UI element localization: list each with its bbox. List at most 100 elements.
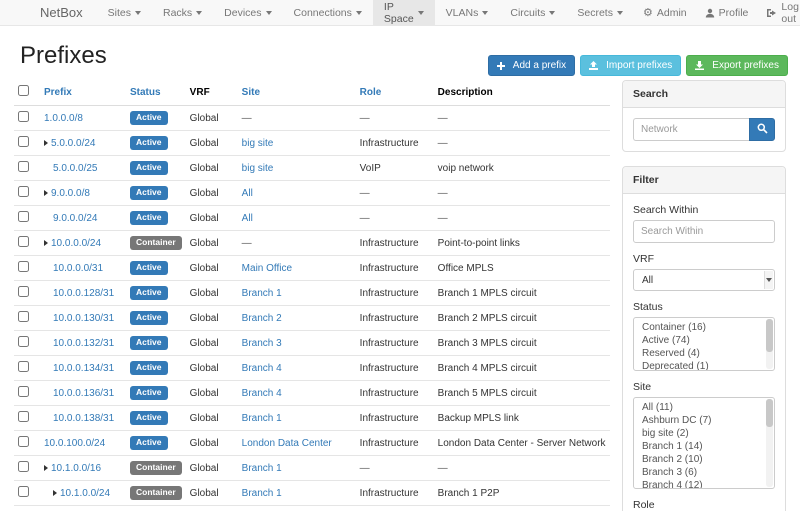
site-link[interactable]: Branch 4	[241, 387, 282, 399]
row-checkbox[interactable]	[18, 161, 29, 172]
search-input[interactable]	[633, 118, 750, 141]
top-navbar: NetBox Sites Racks Devices Connections IP Sp…	[0, 0, 800, 26]
vrf-select[interactable]: All	[633, 269, 775, 291]
table-row: 5.0.0.0/25 Active Global big site VoIP voip n…	[14, 155, 610, 181]
site-link[interactable]: Branch 1	[241, 287, 282, 299]
table-row: 10.0.0.0/24 Container Global — Infrastructur…	[14, 230, 610, 256]
nav-item-circuits[interactable]: Circuits	[499, 0, 566, 25]
search-within-input[interactable]	[633, 220, 775, 243]
list-option[interactable]: Deprecated (1)	[642, 361, 709, 371]
status-listbox[interactable]: Container (16) Active (74) Reserved (4) Dep…	[633, 317, 775, 371]
site-link[interactable]: big site	[241, 162, 274, 174]
nav-item-log-out[interactable]: Log out	[757, 0, 800, 25]
add-prefix-label: Add a prefix	[512, 60, 567, 71]
nav-item-ip-space[interactable]: IP Space	[372, 0, 435, 25]
prefix-link[interactable]: 9.0.0.0/24	[53, 212, 98, 224]
site-link[interactable]: Branch 3	[241, 337, 282, 349]
row-checkbox[interactable]	[18, 486, 29, 497]
role-cell: Infrastructure	[359, 387, 419, 399]
scrollbar[interactable]	[766, 399, 773, 487]
list-option[interactable]: Ashburn DC (7)	[642, 415, 712, 426]
status-badge: Container	[130, 486, 182, 500]
prefix-link[interactable]: 9.0.0.0/8	[51, 187, 90, 199]
row-checkbox[interactable]	[18, 111, 29, 122]
prefix-link[interactable]: 10.0.0.134/31	[53, 362, 115, 374]
prefix-link[interactable]: 10.0.0.128/31	[53, 287, 115, 299]
list-option[interactable]: All (11)	[642, 402, 673, 413]
site-link[interactable]: Main Office	[241, 262, 293, 274]
row-checkbox[interactable]	[18, 411, 29, 422]
nav-item-admin[interactable]: ⚙ Admin	[634, 0, 696, 25]
row-checkbox[interactable]	[18, 236, 29, 247]
site-link[interactable]: Branch 4	[241, 362, 282, 374]
row-checkbox[interactable]	[18, 361, 29, 372]
row-checkbox[interactable]	[18, 436, 29, 447]
site-link[interactable]: big site	[241, 137, 274, 149]
row-checkbox[interactable]	[18, 461, 29, 472]
site-listbox[interactable]: All (11) Ashburn DC (7) big site (2) Branch…	[633, 397, 775, 489]
list-option[interactable]: Active (74)	[642, 335, 690, 346]
prefix-link[interactable]: 1.0.0.0/8	[44, 112, 83, 124]
row-checkbox[interactable]	[18, 336, 29, 347]
site-link[interactable]: All	[241, 187, 253, 199]
prefix-link[interactable]: 5.0.0.0/25	[53, 162, 98, 174]
add-prefix-button[interactable]: Add a prefix	[487, 55, 576, 76]
column-header-status[interactable]: Status	[126, 80, 186, 106]
prefix-link[interactable]: 10.1.0.0/16	[51, 462, 102, 474]
row-checkbox[interactable]	[18, 136, 29, 147]
nav-item-profile[interactable]: Profile	[696, 0, 758, 25]
site-link[interactable]: Branch 1	[241, 412, 282, 424]
column-header-prefix[interactable]: Prefix	[40, 80, 126, 106]
row-checkbox[interactable]	[18, 211, 29, 222]
site-link[interactable]: Branch 1	[241, 462, 282, 474]
site-link[interactable]: Branch 1	[241, 487, 282, 499]
nav-item-racks[interactable]: Racks	[152, 0, 213, 25]
description-cell: Branch 1 MPLS circuit	[437, 287, 537, 299]
site-link[interactable]: London Data Center	[241, 437, 332, 449]
list-option[interactable]: Branch 4 (12)	[642, 480, 703, 489]
nav-item-label: Devices	[224, 6, 262, 19]
nav-item-connections[interactable]: Connections	[283, 0, 373, 25]
prefix-link[interactable]: 10.0.0.0/31	[53, 262, 104, 274]
prefix-link[interactable]: 10.0.0.132/31	[53, 337, 115, 349]
vrf-cell: Global	[185, 305, 238, 331]
empty-value: —	[359, 112, 370, 124]
select-all-checkbox[interactable]	[18, 85, 29, 96]
list-option[interactable]: Branch 1 (14)	[642, 441, 703, 452]
prefix-link[interactable]: 10.1.0.0/24	[60, 487, 111, 499]
column-header-role[interactable]: Role	[355, 80, 434, 106]
prefix-link[interactable]: 5.0.0.0/24	[51, 137, 96, 149]
list-option[interactable]: Container (16)	[642, 322, 706, 333]
prefix-link[interactable]: 10.0.0.130/31	[53, 312, 115, 324]
chevron-down-icon	[265, 10, 272, 15]
status-badge: Active	[130, 161, 168, 175]
site-link[interactable]: Branch 2	[241, 312, 282, 324]
prefix-link[interactable]: 10.0.0.0/24	[51, 237, 102, 249]
status-badge: Active	[130, 111, 168, 125]
app-brand[interactable]: NetBox	[40, 5, 83, 20]
column-header-site[interactable]: Site	[237, 80, 356, 106]
prefix-link[interactable]: 10.0.0.138/31	[53, 412, 115, 424]
row-checkbox[interactable]	[18, 386, 29, 397]
list-option[interactable]: Reserved (4)	[642, 348, 700, 359]
prefix-link[interactable]: 10.0.100.0/24	[44, 437, 106, 449]
search-button[interactable]	[749, 118, 775, 141]
list-option[interactable]: big site (2)	[642, 428, 689, 439]
import-prefixes-button[interactable]: Import prefixes	[580, 55, 682, 76]
scrollbar[interactable]	[766, 319, 773, 369]
row-checkbox[interactable]	[18, 311, 29, 322]
row-checkbox[interactable]	[18, 286, 29, 297]
site-link[interactable]: All	[241, 212, 253, 224]
download-icon	[695, 61, 705, 70]
nav-item-devices[interactable]: Devices	[213, 0, 282, 25]
nav-item-secrets[interactable]: Secrets	[566, 0, 634, 25]
list-option[interactable]: Branch 3 (6)	[642, 467, 698, 478]
list-option[interactable]: Branch 2 (10)	[642, 454, 703, 465]
row-checkbox[interactable]	[18, 261, 29, 272]
export-prefixes-button[interactable]: Export prefixes	[686, 55, 788, 76]
prefix-link[interactable]: 10.0.0.136/31	[53, 387, 115, 399]
status-badge: Active	[130, 336, 168, 350]
row-checkbox[interactable]	[18, 186, 29, 197]
nav-item-sites[interactable]: Sites	[97, 0, 152, 25]
nav-item-vlans[interactable]: VLANs	[435, 0, 500, 25]
